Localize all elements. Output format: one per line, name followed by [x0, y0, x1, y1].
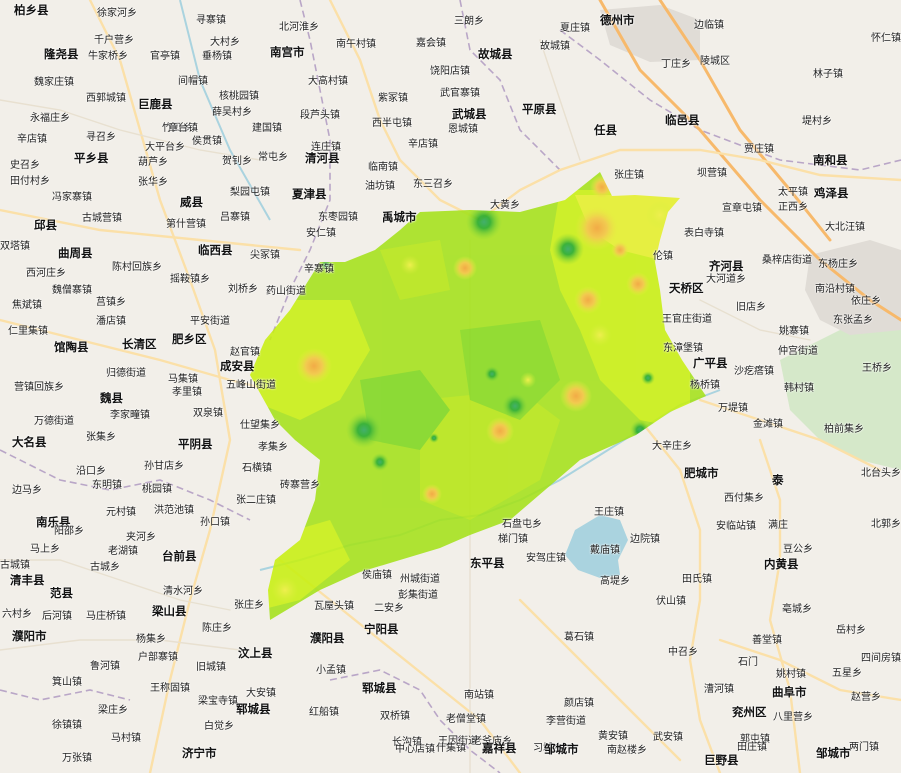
dezhou-urban [600, 5, 700, 62]
dongping-lake [565, 515, 628, 578]
data-overlay [250, 172, 706, 620]
mountain-area [780, 320, 901, 470]
